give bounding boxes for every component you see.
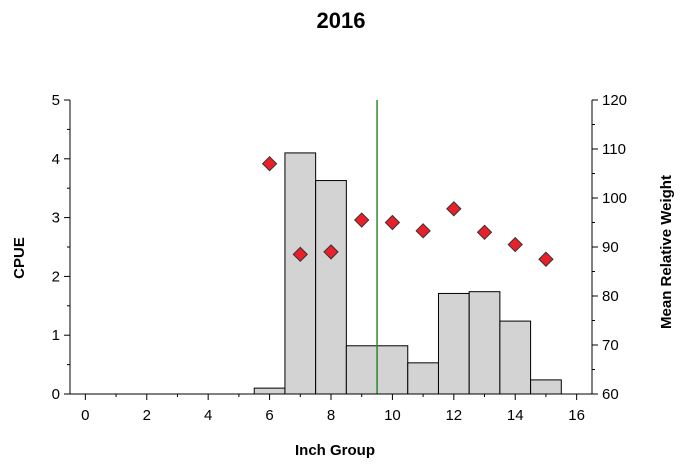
cpue-bar xyxy=(468,291,501,395)
cpue-bar xyxy=(345,345,378,395)
relative-weight-point xyxy=(476,224,493,241)
relative-weight-point xyxy=(507,236,523,253)
x-tick-label: 16 xyxy=(568,407,585,424)
cpue-bar xyxy=(284,152,317,395)
y2-tick-label: 70 xyxy=(602,337,619,354)
y-tick-label: 0 xyxy=(52,386,60,403)
y2-tick-label: 100 xyxy=(602,190,627,207)
relative-weight-point xyxy=(353,212,370,228)
y2-tick-label: 90 xyxy=(602,239,619,256)
y-tick-label: 5 xyxy=(52,92,60,109)
chart-title: 2016 xyxy=(317,8,366,33)
cpue-bar xyxy=(499,320,532,395)
y2-tick-label: 80 xyxy=(602,288,619,305)
y2-tick-label: 110 xyxy=(602,141,626,158)
y2-tick-label: 60 xyxy=(602,386,619,403)
relative-weight-point xyxy=(261,155,278,172)
x-tick-label: 10 xyxy=(384,407,401,424)
cpue-bar xyxy=(315,180,347,395)
x-tick-label: 6 xyxy=(265,407,273,424)
y-tick-label: 3 xyxy=(52,210,60,227)
x-tick-label: 12 xyxy=(445,407,462,424)
relative-weight-point xyxy=(446,201,462,217)
y-tick-label: 2 xyxy=(52,268,60,285)
cpue-bar xyxy=(376,345,409,395)
y2-axis-title: Mean Relative Weight xyxy=(658,175,675,329)
relative-weight-point xyxy=(292,246,309,263)
cpue-bar xyxy=(407,362,439,395)
y-axis-title: CPUE xyxy=(11,237,28,279)
x-tick-label: 8 xyxy=(327,407,335,424)
x-tick-label: 14 xyxy=(507,407,524,424)
relative-weight-point xyxy=(323,244,339,260)
x-tick-label: 2 xyxy=(143,407,151,424)
relative-weight-point xyxy=(415,223,431,239)
x-tick-label: 0 xyxy=(81,407,89,424)
cpue-bar xyxy=(437,292,470,395)
cpue-bar xyxy=(530,379,562,395)
x-tick-label: 4 xyxy=(204,407,212,424)
x-axis-title: Inch Group xyxy=(295,442,375,459)
y2-tick-label: 120 xyxy=(602,92,627,109)
cpue-bar xyxy=(253,387,286,395)
y-tick-label: 4 xyxy=(52,151,60,168)
y-tick-label: 1 xyxy=(52,327,60,344)
relative-weight-point xyxy=(538,251,554,267)
relative-weight-point xyxy=(384,214,401,231)
